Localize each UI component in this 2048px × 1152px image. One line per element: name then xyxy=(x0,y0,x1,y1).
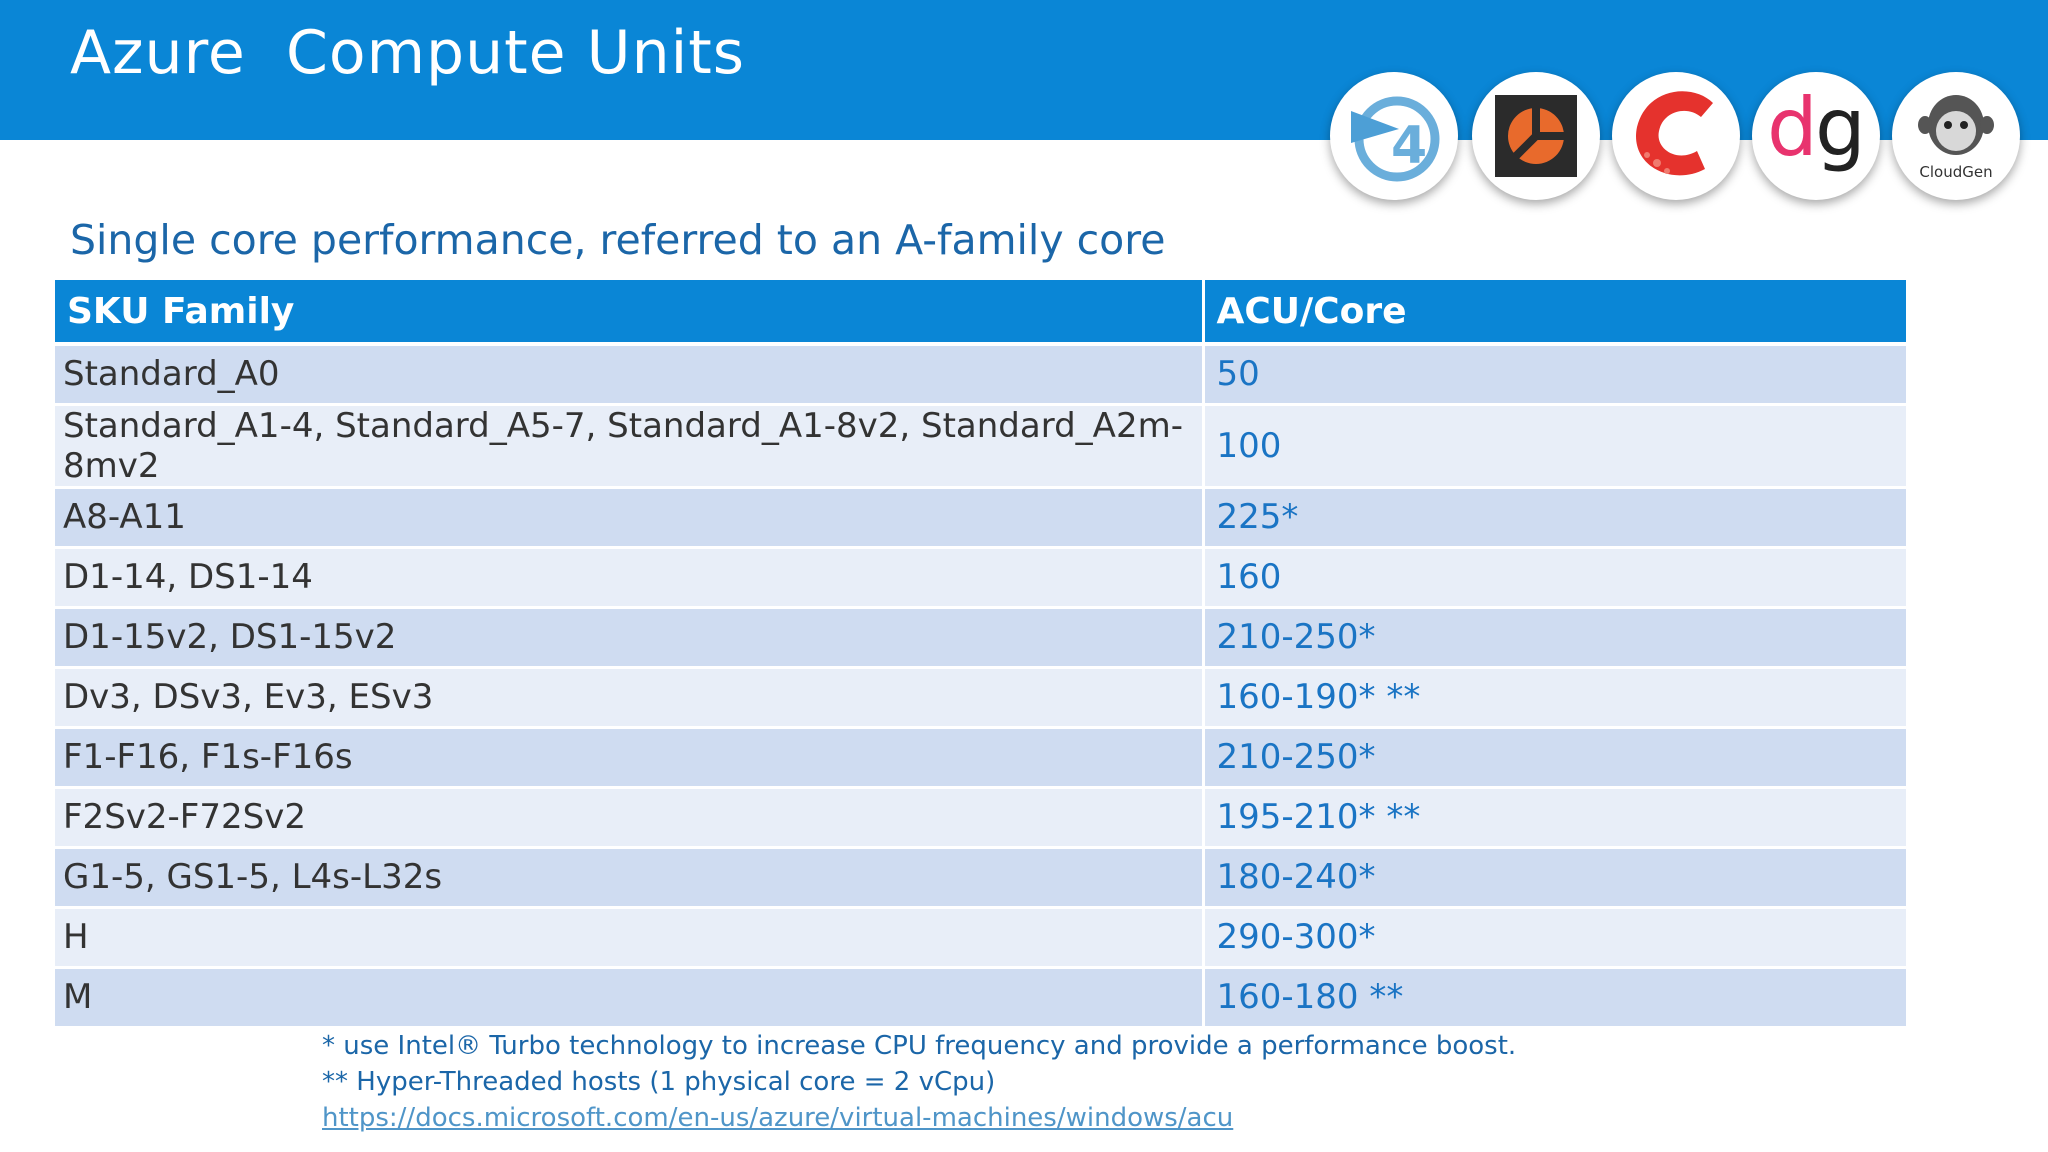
acu-cell: 195-210* ** xyxy=(1203,787,1909,849)
acu-cell: 225* xyxy=(1203,487,1909,549)
table-row: F1-F16, F1s-F16s 210-250* xyxy=(55,727,1909,789)
sku-cell: D1-14, DS1-14 xyxy=(55,547,1205,609)
acu-cell: 160-190* ** xyxy=(1203,667,1909,729)
acu-cell: 50 xyxy=(1203,344,1909,406)
table-row: M 160-180 ** xyxy=(55,967,1909,1029)
docs-link[interactable]: https://docs.microsoft.com/en-us/azure/v… xyxy=(322,1103,1234,1133)
header-acu-core: ACU/Core xyxy=(1203,280,1909,346)
acu-cell: 210-250* xyxy=(1203,727,1909,789)
sku-cell: F2Sv2-F72Sv2 xyxy=(55,787,1205,849)
sku-cell: A8-A11 xyxy=(55,487,1205,549)
acu-cell: 210-250* xyxy=(1203,607,1909,669)
red-c-logo xyxy=(1612,72,1740,200)
slide-subtitle: Single core performance, referred to an … xyxy=(70,216,1166,264)
table-row: F2Sv2-F72Sv2 195-210* ** xyxy=(55,787,1909,849)
dg-logo-d: d xyxy=(1767,81,1818,174)
table-header-row: SKU Family ACU/Core xyxy=(55,280,1909,346)
table-row: Dv3, DSv3, Ev3, ESv3 160-190* ** xyxy=(55,667,1909,729)
acu-cell: 180-240* xyxy=(1203,847,1909,909)
dotnet4-logo: 4 xyxy=(1330,72,1458,200)
table-row: D1-14, DS1-14 160 xyxy=(55,547,1909,609)
cloudgen-logo: CloudGen xyxy=(1892,72,2020,200)
sku-cell: F1-F16, F1s-F16s xyxy=(55,727,1205,789)
acu-cell: 290-300* xyxy=(1203,907,1909,969)
acu-cell: 160-180 ** xyxy=(1203,967,1909,1029)
sku-cell: D1-15v2, DS1-15v2 xyxy=(55,607,1205,669)
acu-cell: 160 xyxy=(1203,547,1909,609)
acu-table: SKU Family ACU/Core Standard_A0 50 Stand… xyxy=(55,280,1909,1029)
sku-cell: M xyxy=(55,967,1205,1029)
sku-cell: Standard_A0 xyxy=(55,344,1205,406)
cloudgen-logo-text: CloudGen xyxy=(1919,163,1992,181)
table-row: Standard_A1-4, Standard_A5-7, Standard_A… xyxy=(55,404,1909,489)
sku-cell: H xyxy=(55,907,1205,969)
sku-cell: Dv3, DSv3, Ev3, ESv3 xyxy=(55,667,1205,729)
table-row: G1-5, GS1-5, L4s-L32s 180-240* xyxy=(55,847,1909,909)
footnote-hyperthread: ** Hyper-Threaded hosts (1 physical core… xyxy=(322,1067,996,1097)
dg-logo: d g xyxy=(1752,72,1880,200)
dotnet4-glyph: 4 xyxy=(1391,116,1427,176)
black-orange-square-logo xyxy=(1472,72,1600,200)
slide-title: Azure Compute Units xyxy=(70,18,746,88)
table-row: Standard_A0 50 xyxy=(55,344,1909,406)
dg-logo-g: g xyxy=(1815,81,1866,174)
footnote-turbo: * use Intel® Turbo technology to increas… xyxy=(322,1031,1517,1061)
sku-cell: G1-5, GS1-5, L4s-L32s xyxy=(55,847,1205,909)
acu-cell: 100 xyxy=(1203,404,1909,489)
footnotes: * use Intel® Turbo technology to increas… xyxy=(322,1028,1516,1136)
table-row: A8-A11 225* xyxy=(55,487,1909,549)
sku-cell: Standard_A1-4, Standard_A5-7, Standard_A… xyxy=(55,404,1205,489)
table-row: D1-15v2, DS1-15v2 210-250* xyxy=(55,607,1909,669)
header-sku-family: SKU Family xyxy=(55,280,1205,346)
logo-strip: 4 d g CloudGen xyxy=(1330,72,2030,212)
table-row: H 290-300* xyxy=(55,907,1909,969)
